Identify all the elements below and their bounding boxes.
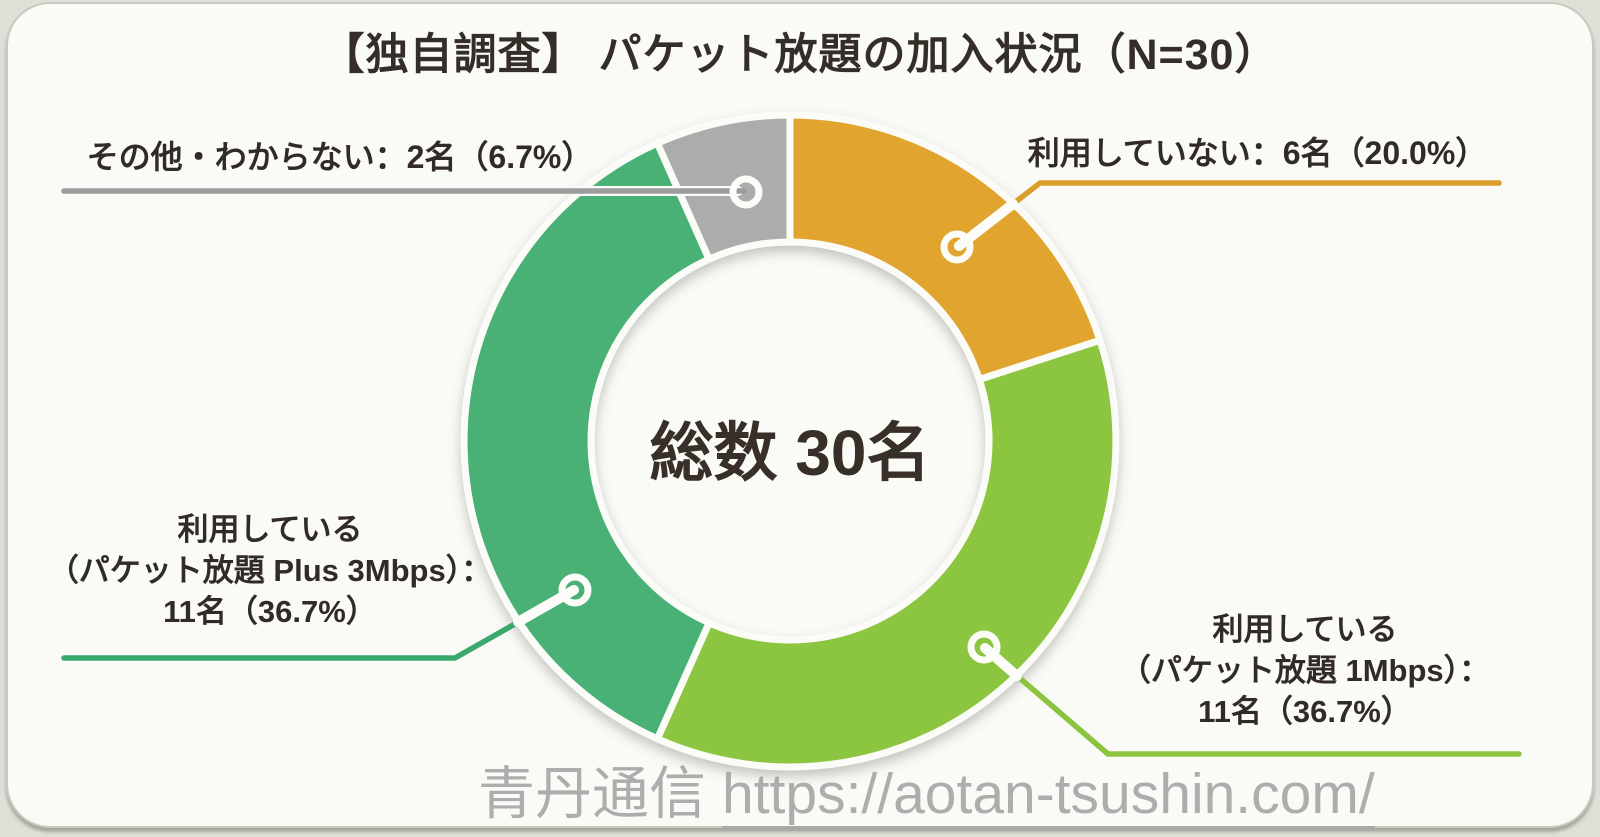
watermark-url[interactable]: https://aotan-tsushin.com/ xyxy=(722,762,1375,830)
annotation-plus3mbps-line3: 11名（36.7%） xyxy=(163,593,377,629)
leader-lines xyxy=(61,175,1522,757)
watermark-site-name: 青丹通信 xyxy=(478,762,706,826)
leader-1mbps-line xyxy=(983,646,1522,757)
annotation-1mbps-line2: （パケット放題 1Mbps）： xyxy=(1119,652,1491,688)
leader-1mbps-marker xyxy=(967,630,1001,664)
leader-other-marker xyxy=(729,175,763,209)
donut-segment-2 xyxy=(460,139,713,743)
annotation-plus3mbps: 利用している （パケット放題 Plus 3Mbps）： 11名（36.7%） xyxy=(25,510,515,633)
annotation-other: その他・わからない：2名（6.7%） xyxy=(86,139,594,175)
leader-notusing-marker xyxy=(940,230,974,264)
annotation-not-using: 利用していない：6名（20.0%） xyxy=(1027,135,1488,171)
leader-1mbps-stub xyxy=(980,643,1022,681)
annotation-plus3mbps-line1: 利用している xyxy=(177,512,363,547)
annotation-1mbps: 利用している （パケット放題 1Mbps）： 11名（36.7%） xyxy=(1080,610,1530,733)
annotation-1mbps-line1: 利用している xyxy=(1212,612,1398,647)
watermark: 青丹通信 https://aotan-tsushin.com/ xyxy=(478,748,1375,830)
annotation-plus3mbps-line2: （パケット放題 Plus 3Mbps）： xyxy=(47,552,493,588)
annotation-1mbps-line3: 11名（36.7%） xyxy=(1198,693,1412,729)
page-title: 【独自調査】 パケット放題の加入状況（N=30） xyxy=(321,31,1279,79)
leader-plus3mbps-marker xyxy=(558,573,592,607)
donut-center-total: 総数 30名 xyxy=(649,417,931,489)
